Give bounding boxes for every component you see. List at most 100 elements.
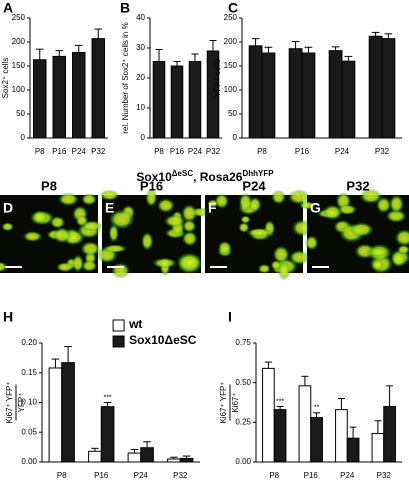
x-tick-label: P24 [134,471,149,480]
cell [55,262,75,273]
x-tick-label: P24 [72,147,87,156]
cell [57,192,79,207]
y-tick-label: 0.15 [21,368,37,377]
y-tick-label: 50 [16,109,25,118]
bar [261,52,276,139]
cell [246,228,273,237]
cell [22,231,43,242]
cell [108,223,119,243]
y-tick-label: 0.75 [235,338,251,347]
bar [140,447,154,463]
cell [289,250,310,265]
image-label: P24 [242,178,266,193]
x-tick-label: P24 [188,147,203,156]
cell [287,189,311,205]
cell [394,229,409,247]
y-axis-label: Sox2⁺ cells [1,58,10,99]
y-tick-label: 0.05 [21,427,37,436]
cell [240,215,251,224]
cell [322,204,343,221]
cell [217,240,232,255]
x-tick-label: P16 [304,471,319,480]
bar [127,452,142,463]
significance: *** [103,394,111,401]
panel-label: D [3,200,13,216]
panel-label: E [105,200,114,216]
significance: ** [314,405,320,412]
y-tick-label: 40 [136,13,145,22]
y-tick-label: 50 [228,109,237,118]
cell [163,214,186,228]
panel-label: F [208,200,217,216]
y-tick-label: 0 [141,133,146,142]
bar [328,50,343,139]
x-tick-label: P8 [35,147,45,156]
cell [238,192,253,212]
x-tick-label: P32 [206,147,221,156]
cell [0,261,8,273]
cell [145,188,158,208]
y-axis-label-denominator: YFP⁺ [17,393,26,413]
cell [81,193,98,206]
cell [81,220,103,232]
bar [100,406,115,463]
x-tick-label: P32 [91,147,106,156]
significance: *** [276,398,284,405]
y-tick-label: 0.00 [21,457,37,466]
y-tick-label: 20 [136,73,145,82]
bar [188,61,202,139]
bar [179,457,194,463]
y-axis-label-numerator: Ki67⁺ YFP⁺ [5,381,14,423]
bar [248,45,263,139]
y-tick-label: 200 [224,37,238,46]
cell [31,210,48,224]
cell [81,259,98,272]
bar [346,437,360,463]
bar [341,60,356,139]
bar [381,38,396,139]
y-axis-label: YFP⁺ cells [213,59,222,97]
bar [383,405,396,463]
cell [71,254,84,273]
cell [182,230,198,247]
y-tick-label: 150 [12,61,26,70]
x-tick-label: P16 [94,471,109,480]
cell [238,222,250,233]
y-axis-label-numerator: Ki67⁺ YFP⁺ [219,381,228,423]
bar [152,61,166,139]
cell [182,219,197,233]
panel-label: C [228,0,238,16]
cell [371,259,385,271]
x-tick-label: P16 [295,147,310,156]
cell [272,245,290,264]
bar [61,362,75,463]
cell [368,247,389,257]
y-tick-label: 100 [224,85,238,94]
cell [385,209,407,223]
bar [288,48,303,139]
panel-label: G [310,200,321,216]
bar [298,385,312,463]
cell [152,257,177,269]
cell [181,203,198,223]
bar [301,52,316,139]
y-tick-label: 250 [12,13,26,22]
y-tick-label: 200 [12,37,26,46]
cell [156,198,175,213]
cell [390,251,407,268]
cell [257,263,271,274]
cell [389,194,404,214]
y-axis-label: rel. Number of Sox2⁺ cells in % [121,22,130,133]
cell [108,209,135,230]
x-tick-label: P24 [335,147,350,156]
cell [141,231,154,251]
bar [88,450,102,463]
cell [349,222,374,237]
cell [375,196,392,214]
bar [262,367,275,463]
x-tick-label: P8 [57,471,67,480]
cell [99,189,120,201]
x-tick-label: P32 [375,147,390,156]
cell [80,241,101,257]
